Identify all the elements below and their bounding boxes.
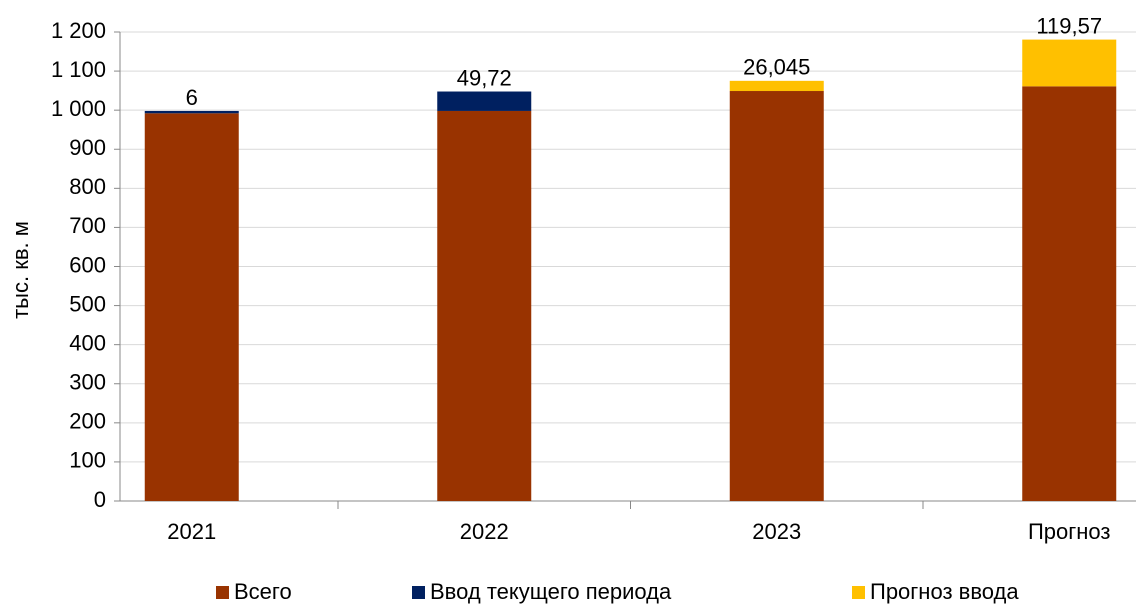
bar-segment [729,91,824,501]
y-tick-label: 900 [69,135,106,160]
data-label: 119,57 [1036,13,1102,38]
y-tick-label: 1 100 [51,57,106,82]
bar-segment [437,91,532,111]
bar-segment [144,110,239,114]
legend-swatch [216,586,229,599]
y-tick-label: 800 [69,174,106,199]
x-tick-label: 2021 [167,519,216,544]
bar-segment [144,113,239,501]
y-tick-label: 300 [69,370,106,395]
legend-label: Прогноз ввода [870,579,1019,604]
legend-swatch [852,586,865,599]
bar-segment [1022,39,1117,87]
x-tick-label: 2023 [752,519,801,544]
y-tick-label: 1 000 [51,96,106,121]
y-tick-label: 700 [69,213,106,238]
y-tick-label: 100 [69,448,106,473]
legend-swatch [412,586,425,599]
y-axis-label: тыс. кв. м [8,221,33,319]
x-tick-label: Прогноз [1028,519,1111,544]
bar-segment [437,110,532,501]
bar-segment [729,80,824,92]
y-tick-label: 200 [69,409,106,434]
x-tick-label: 2022 [460,519,509,544]
data-label: 6 [186,85,198,110]
y-tick-label: 0 [94,487,106,512]
bar-segment [1022,86,1117,501]
y-tick-label: 600 [69,252,106,277]
y-tick-label: 500 [69,291,106,316]
y-tick-label: 400 [69,330,106,355]
legend-label: Всего [234,579,292,604]
legend-label: Ввод текущего периода [430,579,672,604]
y-tick-label: 1 200 [51,18,106,43]
data-label: 26,045 [743,55,810,80]
data-label: 49,72 [457,65,512,90]
